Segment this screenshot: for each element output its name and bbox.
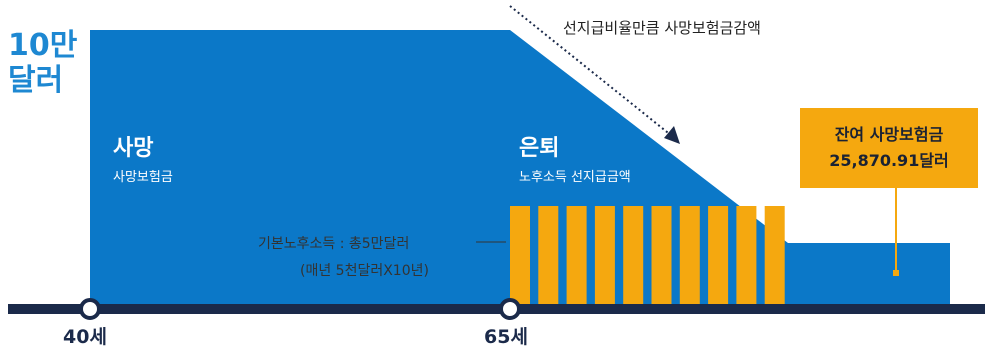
income-bar: [651, 206, 672, 304]
remaining-benefit-callout: 잔여 사망보험금 25,870.91달러: [800, 108, 978, 188]
reduction-arrow-head: [664, 126, 680, 144]
death-title: 사망: [113, 136, 154, 161]
age-40-marker: [79, 298, 101, 320]
income-bar: [623, 206, 644, 304]
income-bar: [566, 206, 587, 304]
retirement-title: 은퇴: [519, 136, 560, 161]
retirement-declining-area: [510, 30, 950, 308]
callout-pointer-dot: [893, 270, 899, 276]
age-65-marker: [499, 298, 521, 320]
timeline-axis: [8, 304, 985, 314]
death-benefit-area: [90, 30, 510, 308]
y-axis-max-line1: 10만: [8, 28, 78, 63]
reduction-note: 선지급비율만큼 사망보험금감액: [563, 19, 761, 37]
y-axis-max-label: 10만 달러: [8, 28, 77, 98]
remaining-benefit-amount: 25,870.91달러: [829, 151, 949, 170]
income-bar: [510, 206, 530, 304]
income-bar: [594, 206, 615, 304]
retirement-subtitle: 노후소득 선지급금액: [519, 170, 631, 185]
basic-income-detail: (매년 5천달러X10년): [300, 263, 429, 279]
y-axis-max-line2: 달러: [8, 63, 64, 98]
income-bar: [736, 206, 757, 304]
age-retire-label: 65세: [484, 326, 528, 348]
age-start-label: 40세: [63, 326, 107, 348]
remaining-benefit-label: 잔여 사망보험금: [834, 125, 944, 144]
income-bar: [708, 206, 729, 304]
income-bars: [510, 206, 785, 304]
income-bar: [764, 206, 785, 304]
income-bar: [538, 206, 559, 304]
death-subtitle: 사망보험금: [113, 170, 173, 185]
basic-income-label: 기본노후소득 : 총5만달러: [258, 236, 410, 252]
income-bar: [679, 206, 700, 304]
